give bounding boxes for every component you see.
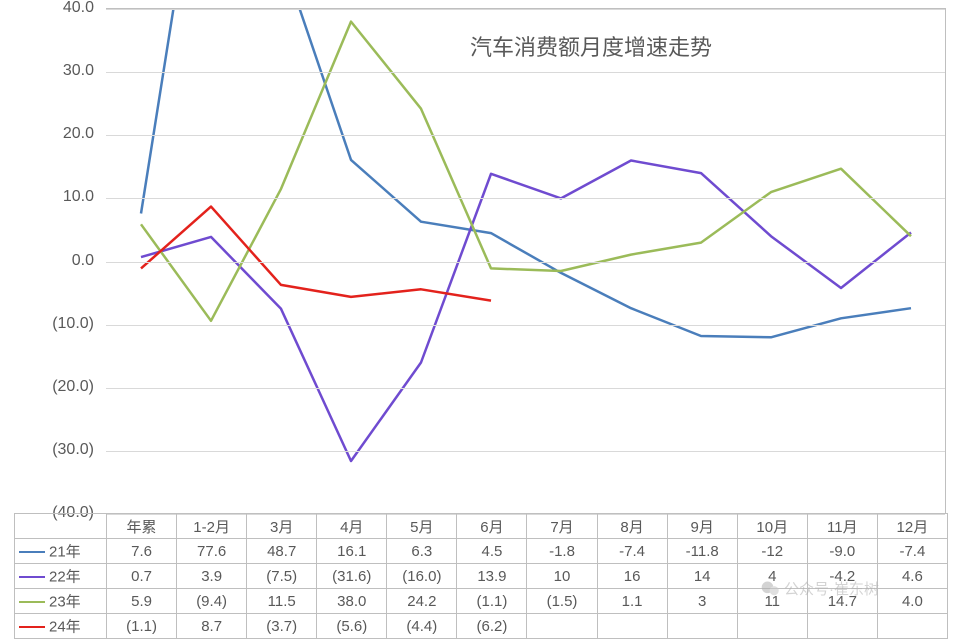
category-header: 8月 [597,514,667,539]
gridline [106,9,945,10]
data-cell: 3.9 [177,564,247,589]
data-cell: 4.6 [877,564,947,589]
category-header: 1-2月 [177,514,247,539]
data-cell [667,614,737,639]
data-cell: -12 [737,539,807,564]
data-cell: 16 [597,564,667,589]
data-cell: 6.3 [387,539,457,564]
data-cell: 10 [527,564,597,589]
gridline [106,198,945,199]
table-corner-cell [15,514,107,539]
legend-line-icon [19,601,45,603]
data-cell: 77.6 [177,539,247,564]
data-cell: (4.4) [387,614,457,639]
ytick-label: 10.0 [0,188,94,206]
series-line-22年 [141,161,911,462]
data-cell: 38.0 [317,589,387,614]
legend-label: 24年 [49,616,81,637]
plot-area [106,8,946,513]
data-cell: -7.4 [877,539,947,564]
table-header-row: 年累1-2月3月4月5月6月7月8月9月10月11月12月 [15,514,948,539]
data-table: 年累1-2月3月4月5月6月7月8月9月10月11月12月21年7.677.64… [14,513,948,639]
data-cell: 1.1 [597,589,667,614]
data-cell: 16.1 [317,539,387,564]
data-cell: 4.0 [877,589,947,614]
data-cell [807,614,877,639]
data-cell: 5.9 [107,589,177,614]
table-row: 24年 (1.1)8.7(3.7)(5.6)(4.4)(6.2) [15,614,948,639]
data-cell: 14 [667,564,737,589]
data-cell: 13.9 [457,564,527,589]
gridline [106,135,945,136]
chart-container: 汽车消费额月度增速走势 (40.0)(30.0)(20.0)(10.0)0.01… [0,0,955,643]
data-cell: 24.2 [387,589,457,614]
category-header: 9月 [667,514,737,539]
category-header: 3月 [247,514,317,539]
watermark: 公众号·崔东树 [760,578,879,599]
ytick-label: 0.0 [0,252,94,270]
data-cell: (1.1) [107,614,177,639]
ytick-label: (20.0) [0,378,94,396]
data-cell: 0.7 [107,564,177,589]
legend-cell: 22年 [15,564,107,589]
category-header: 6月 [457,514,527,539]
data-cell: -7.4 [597,539,667,564]
data-cell: (16.0) [387,564,457,589]
legend-line-icon [19,551,45,553]
data-cell: (1.5) [527,589,597,614]
legend-label: 21年 [49,541,81,562]
ytick-label: (30.0) [0,441,94,459]
gridline [106,451,945,452]
ytick-label: (10.0) [0,315,94,333]
legend-label: 22年 [49,566,81,587]
legend-cell: 21年 [15,539,107,564]
data-cell: 4.5 [457,539,527,564]
category-header: 年累 [107,514,177,539]
gridline [106,72,945,73]
ytick-label: 30.0 [0,62,94,80]
series-line-24年 [141,207,491,301]
data-cell: 48.7 [247,539,317,564]
legend-cell: 23年 [15,589,107,614]
series-line-23年 [141,22,911,321]
category-header: 10月 [737,514,807,539]
legend-line-icon [19,626,45,628]
category-header: 11月 [807,514,877,539]
data-cell: 11.5 [247,589,317,614]
data-cell: 3 [667,589,737,614]
data-cell [737,614,807,639]
chart-title: 汽车消费额月度增速走势 [470,30,712,62]
data-cell: (31.6) [317,564,387,589]
legend-line-icon [19,576,45,578]
gridline [106,388,945,389]
ytick-label: 20.0 [0,125,94,143]
data-cell: (3.7) [247,614,317,639]
data-cell [877,614,947,639]
data-cell: (9.4) [177,589,247,614]
watermark-text: 公众号·崔东树 [784,578,879,599]
data-cell: (7.5) [247,564,317,589]
category-header: 12月 [877,514,947,539]
data-cell: (6.2) [457,614,527,639]
data-cell: 7.6 [107,539,177,564]
gridline [106,262,945,263]
data-cell [527,614,597,639]
data-cell: -11.8 [667,539,737,564]
gridline [106,325,945,326]
data-cell: -9.0 [807,539,877,564]
category-header: 7月 [527,514,597,539]
table-row: 21年7.677.648.716.16.34.5-1.8-7.4-11.8-12… [15,539,948,564]
wechat-icon [760,579,780,599]
ytick-label: 40.0 [0,0,94,17]
legend-cell: 24年 [15,614,107,639]
data-cell: (1.1) [457,589,527,614]
data-cell: -1.8 [527,539,597,564]
data-cell [597,614,667,639]
category-header: 5月 [387,514,457,539]
data-cell: (5.6) [317,614,387,639]
data-cell: 8.7 [177,614,247,639]
category-header: 4月 [317,514,387,539]
legend-label: 23年 [49,591,81,612]
